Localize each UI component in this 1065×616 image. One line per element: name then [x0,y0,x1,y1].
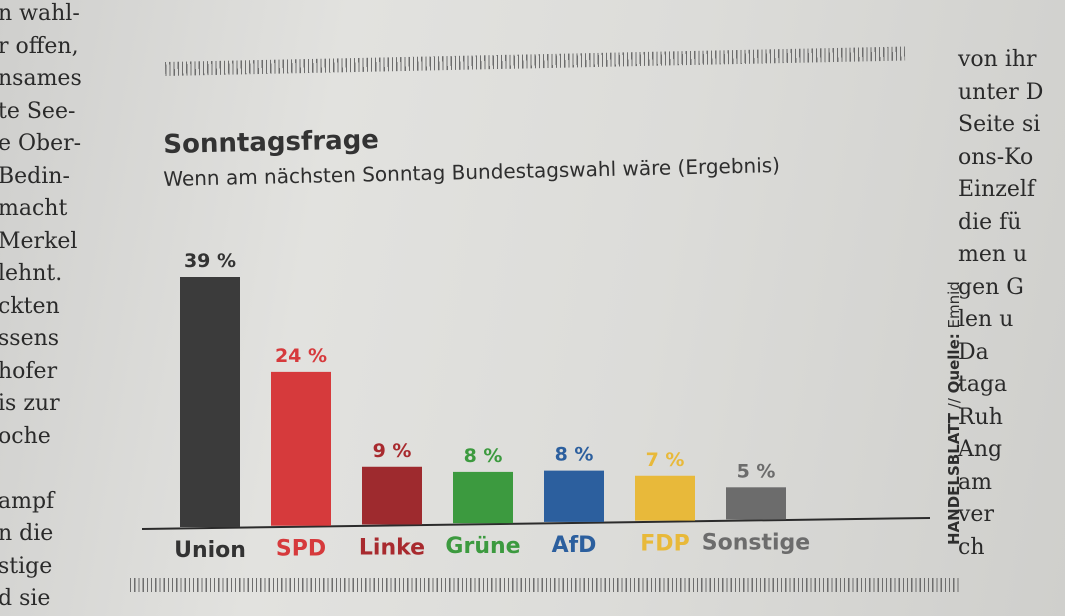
category-label: FDP [640,532,689,557]
article-line: unter D [958,79,1044,105]
article-left-column: n wahl-r offen, nsames te See-e Ober- Bedin… [0,0,82,616]
article-line: hofer [0,358,58,384]
bar-sonstige [726,487,786,520]
bar-union [180,277,240,527]
bar-spd [271,371,331,526]
article-line: ssens [0,326,60,351]
article-line: Ruh [958,404,1003,430]
article-line: lehnt. [0,261,63,286]
article-right-column: von ihr unter D Seite si ons-Ko Einzelf die f… [958,44,1043,564]
article-line: die fü [958,209,1022,235]
article-line: Bedin- [0,163,70,189]
article-line: men u [958,242,1028,267]
article-line: von ihr [958,47,1037,72]
article-line: gen G [958,274,1024,300]
value-label: 9 % [373,440,412,462]
article-line: ons-Ko [958,144,1034,170]
article-line: te See- [0,98,76,124]
bar-linke [362,466,422,525]
article-line: Ang [958,437,1003,462]
article-line: n wahl- [0,1,80,26]
article-line: ch [958,534,985,560]
article-line: am [958,469,992,495]
category-label: AfD [552,533,597,558]
article-line: oche [0,423,51,449]
value-label: 39 % [184,250,236,272]
article-line: len u [958,307,1014,332]
article-line: Merkel [0,228,78,254]
article-line: e Ober- [0,131,82,156]
article-line: n die [0,521,54,546]
category-label: Sonstige [702,530,810,555]
bar-afd [544,470,604,522]
value-label: 5 % [737,460,776,482]
article-line: ampf [0,488,55,514]
article-line: is zur [0,391,60,416]
value-label: 8 % [555,444,594,466]
article-line: nsames [0,66,82,91]
article-line: stige [0,553,53,579]
bar-grüne [453,471,513,524]
article-line: Einzelf [958,177,1036,202]
article-line: taga [958,372,1008,397]
category-label: Linke [359,535,425,560]
article-line: Da [958,339,989,365]
value-label: 24 % [275,345,327,367]
x-axis-baseline [141,516,931,530]
bar-fdp [635,475,695,521]
category-label: SPD [276,537,326,562]
article-line: ver [958,502,994,527]
category-label: Grüne [445,534,520,559]
bottom-tick-rule [130,578,960,592]
article-line: macht [0,196,68,221]
category-label: Union [174,538,246,563]
value-label: 7 % [646,449,685,471]
article-line: d sie [0,586,51,611]
article-line: Seite si [958,112,1041,137]
article-line: ckten [0,293,60,319]
article-line: r offen, [0,33,79,59]
value-label: 8 % [464,445,503,467]
